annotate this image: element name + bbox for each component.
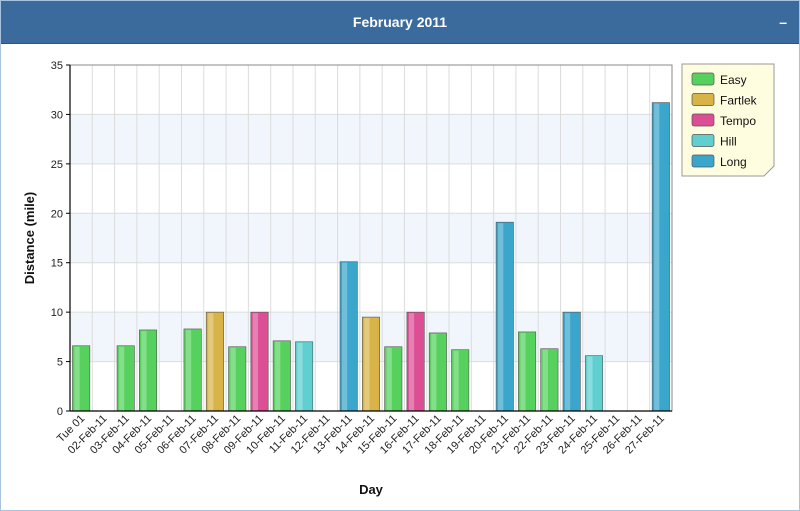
y-tick-label: 5	[57, 357, 63, 369]
legend-box	[681, 63, 775, 177]
plot-band	[70, 114, 672, 164]
bar-17-Feb-11[interactable]	[428, 332, 447, 412]
bar-highlight	[275, 341, 281, 411]
bar-16-Feb-11[interactable]	[406, 311, 425, 412]
bar-24-Feb-11[interactable]	[584, 355, 603, 412]
y-tick-label: 25	[51, 159, 63, 171]
bars	[72, 102, 670, 412]
bar-06-Feb-11[interactable]	[183, 328, 202, 412]
y-tick-label: 15	[51, 258, 63, 270]
bar-23-Feb-11[interactable]	[562, 311, 581, 412]
y-tick-label: 0	[57, 406, 63, 418]
panel-header: February 2011 –	[1, 1, 799, 44]
bar-highlight	[386, 347, 392, 411]
legend-label: Fartlek	[720, 94, 758, 108]
bar-07-Feb-11[interactable]	[205, 311, 224, 412]
y-tick-label: 20	[51, 208, 63, 220]
bar-08-Feb-11[interactable]	[228, 346, 247, 412]
y-tick-label: 30	[51, 109, 63, 121]
bar-20-Feb-11[interactable]	[495, 221, 514, 412]
bar-21-Feb-11[interactable]	[518, 331, 537, 412]
bar-highlight	[141, 330, 147, 411]
bar-15-Feb-11[interactable]	[384, 346, 403, 412]
bar-highlight	[654, 103, 660, 412]
bar-09-Feb-11[interactable]	[250, 311, 269, 412]
legend-item-tempo[interactable]: Tempo	[691, 113, 756, 128]
bar-18-Feb-11[interactable]	[451, 349, 470, 412]
bar-highlight	[208, 313, 214, 411]
bar-10-Feb-11[interactable]	[272, 340, 291, 412]
axes	[66, 64, 673, 412]
y-tick-label: 10	[51, 307, 63, 319]
bar-22-Feb-11[interactable]	[540, 348, 559, 412]
bar-27-Feb-11[interactable]	[651, 102, 670, 412]
y-tick-label: 35	[51, 60, 63, 72]
bar-highlight	[453, 350, 459, 411]
collapse-button[interactable]: –	[779, 14, 787, 30]
bar-04-Feb-11[interactable]	[139, 329, 158, 412]
bar-13-Feb-11[interactable]	[339, 261, 358, 412]
legend-swatch	[691, 93, 715, 106]
legend-swatch	[691, 72, 715, 86]
grid-lines	[69, 64, 673, 412]
bar-highlight	[564, 313, 571, 411]
bar-highlight	[498, 223, 504, 411]
bar-highlight	[364, 318, 370, 411]
legend-swatch	[691, 154, 715, 168]
legend-label: Long	[720, 155, 747, 169]
bar-highlight	[342, 262, 348, 411]
legend-label: Tempo	[720, 114, 756, 128]
bar-highlight	[408, 313, 415, 411]
legend-swatch	[691, 134, 715, 147]
bar-Tue 01[interactable]	[72, 345, 91, 412]
y-axis-title: Distance (mile)	[22, 192, 37, 284]
legend-label: Easy	[720, 73, 747, 87]
bar-highlight	[185, 329, 192, 411]
x-axis-title: Day	[359, 482, 384, 497]
legend-item-easy[interactable]: Easy	[691, 72, 747, 87]
y-tick-labels: 0 5 10 15 20 25 30 35	[51, 60, 63, 418]
bar-highlight	[230, 347, 236, 411]
plot-band	[70, 213, 672, 263]
legend-item-long[interactable]: Long	[691, 154, 747, 169]
legend-label: Hill	[720, 135, 737, 149]
x-tick-labels: Tue 0102-Feb-1103-Feb-1104-Feb-1105-Feb-…	[55, 413, 667, 457]
bar-highlight	[431, 333, 437, 411]
bar-highlight	[297, 342, 303, 411]
bar-14-Feb-11[interactable]	[362, 316, 380, 412]
legend-item-fartlek[interactable]: Fartlek	[691, 93, 758, 108]
legend-item-hill[interactable]: Hill	[691, 134, 737, 149]
bar-03-Feb-11[interactable]	[116, 345, 135, 412]
legend: Easy Fartlek Tempo Hill Long	[681, 63, 775, 177]
bar-highlight	[119, 346, 125, 411]
legend-swatch	[691, 113, 715, 127]
bar-highlight	[587, 356, 593, 411]
panel-title: February 2011	[352, 14, 448, 30]
bar-highlight	[520, 332, 526, 411]
bar-highlight	[252, 313, 259, 411]
bar-highlight	[542, 349, 548, 411]
bar-highlight	[74, 346, 80, 411]
bar-11-Feb-11[interactable]	[295, 341, 314, 412]
